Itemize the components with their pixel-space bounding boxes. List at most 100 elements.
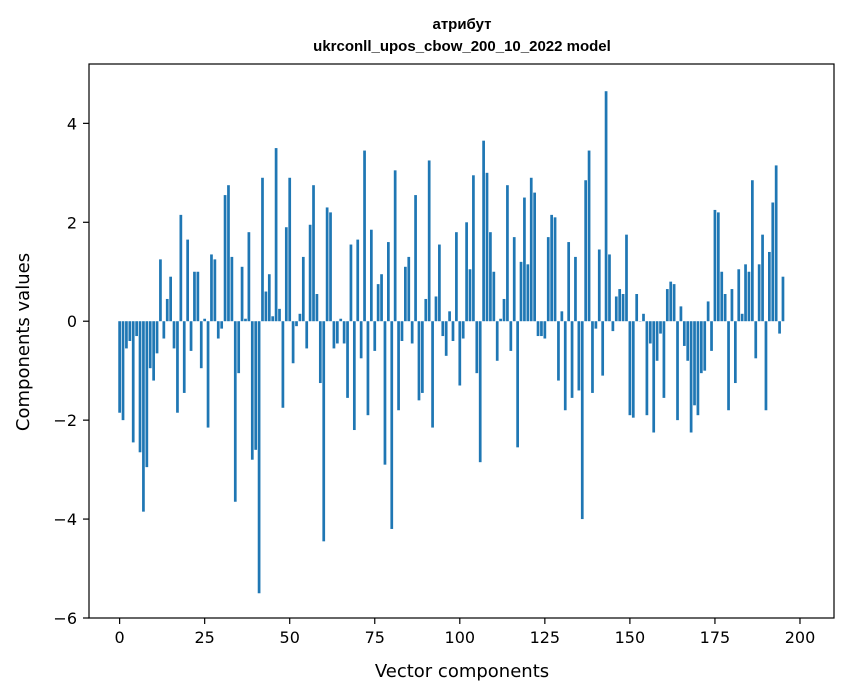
bar — [665, 289, 669, 322]
bar — [455, 232, 458, 322]
bar — [625, 234, 628, 322]
y-tick-label: 0 — [67, 312, 77, 331]
bar — [757, 264, 761, 322]
bar — [628, 321, 632, 416]
bar — [461, 321, 465, 339]
bar — [227, 185, 230, 322]
bar — [489, 232, 492, 322]
bar — [264, 291, 268, 322]
bar — [404, 266, 407, 322]
bar — [438, 244, 441, 322]
bar — [369, 229, 373, 322]
bar — [506, 185, 509, 322]
bar — [652, 321, 656, 433]
bar — [727, 321, 730, 411]
bar — [536, 321, 540, 337]
bar — [468, 269, 472, 322]
bar — [237, 321, 241, 374]
bar — [669, 281, 673, 322]
bar — [540, 321, 543, 337]
bar — [631, 321, 635, 418]
bar — [434, 296, 438, 322]
bar — [250, 321, 254, 460]
bar — [516, 321, 519, 448]
bar — [125, 321, 128, 349]
bar — [553, 217, 557, 322]
bar — [444, 321, 448, 356]
bar — [710, 321, 713, 351]
bar — [594, 321, 598, 329]
bar — [529, 177, 533, 322]
bar — [672, 284, 676, 322]
bar — [451, 321, 455, 341]
bar — [713, 209, 717, 322]
bar — [764, 321, 768, 411]
bar — [482, 140, 485, 322]
bar — [768, 251, 771, 322]
bar — [655, 321, 659, 361]
bar — [135, 321, 138, 337]
bar — [577, 321, 581, 391]
bar — [342, 321, 346, 344]
bar — [635, 294, 639, 322]
chart-title-line-2: ukrconll_upos_cbow_200_10_2022 model — [313, 38, 611, 55]
bar — [284, 227, 288, 322]
bar — [271, 316, 275, 322]
bar — [288, 177, 292, 322]
bar — [492, 271, 496, 322]
bar — [761, 234, 764, 322]
bar — [751, 180, 754, 322]
bar — [648, 321, 652, 344]
bar — [601, 321, 605, 376]
bar — [679, 306, 683, 322]
x-tick-label: 175 — [700, 628, 731, 647]
bar — [580, 321, 584, 520]
bar — [363, 150, 366, 322]
bar — [472, 175, 475, 322]
bar — [118, 321, 121, 413]
bar — [261, 177, 264, 322]
bar — [179, 214, 183, 322]
bar — [611, 321, 615, 332]
bar — [332, 321, 336, 349]
bar — [281, 321, 285, 408]
bar — [339, 318, 343, 322]
bar — [774, 165, 778, 322]
bar — [744, 264, 747, 322]
x-tick-label: 100 — [445, 628, 476, 647]
bar — [393, 170, 397, 322]
bar — [223, 195, 227, 322]
bar — [723, 294, 727, 322]
bar — [308, 224, 312, 322]
bar — [431, 321, 434, 428]
bar — [189, 321, 193, 351]
plot-area-frame — [88, 63, 835, 619]
bar — [335, 321, 339, 344]
bar — [206, 321, 210, 428]
bar — [747, 271, 751, 322]
bar — [240, 266, 244, 322]
bar — [597, 249, 601, 322]
x-axis-label: Vector components — [375, 661, 549, 682]
bar — [312, 185, 315, 322]
bar — [407, 256, 411, 322]
bar — [587, 150, 591, 322]
bar — [267, 274, 271, 322]
bar — [196, 271, 200, 322]
bar — [410, 321, 414, 344]
bar — [682, 321, 686, 346]
bar — [186, 239, 190, 322]
bar — [417, 321, 421, 401]
bar — [703, 321, 707, 371]
bar — [295, 321, 298, 327]
x-tick-label: 125 — [530, 628, 561, 647]
chart-title-line-1: атрибут — [432, 16, 491, 33]
bar — [618, 289, 622, 322]
bar — [475, 321, 479, 374]
bar — [383, 321, 387, 465]
x-tick-label: 25 — [194, 628, 214, 647]
bar — [448, 311, 451, 322]
bar — [291, 321, 295, 364]
bar — [427, 160, 431, 322]
y-tick-label: −2 — [53, 411, 77, 430]
